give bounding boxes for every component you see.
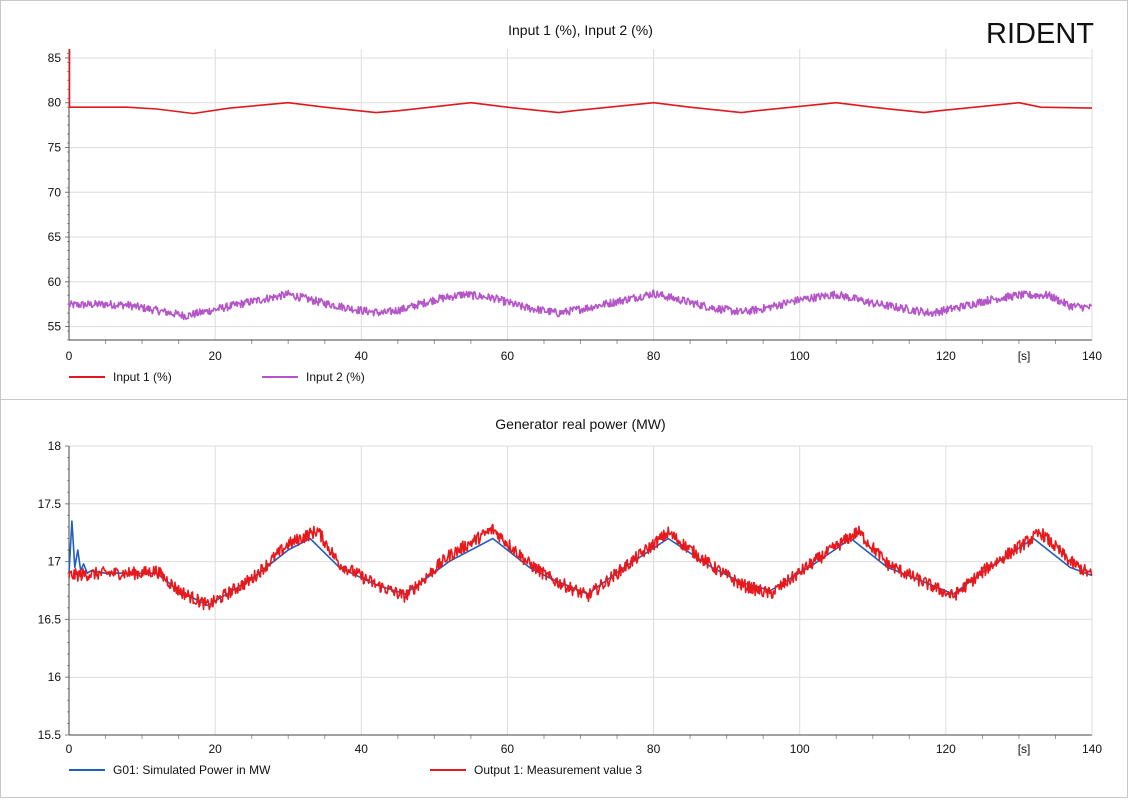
- y-tick-label: 16: [48, 670, 62, 684]
- y-tick-label: 65: [48, 230, 62, 244]
- x-tick-label: 140: [1082, 349, 1102, 363]
- y-tick-label: 75: [48, 140, 62, 154]
- x-tick-label: 60: [501, 742, 515, 756]
- x-tick-label: 40: [355, 349, 369, 363]
- series-line: [68, 523, 1093, 611]
- legend-label: G01: Simulated Power in MW: [113, 763, 271, 777]
- x-unit-label: [s]: [1018, 742, 1031, 756]
- y-tick-label: 17: [48, 555, 62, 569]
- series-line: [69, 101, 1093, 115]
- x-tick-label: 100: [790, 349, 810, 363]
- x-tick-label: 120: [936, 349, 956, 363]
- x-tick-label: 80: [647, 349, 661, 363]
- y-tick-label: 16.5: [38, 612, 62, 626]
- x-tick-label: 0: [66, 742, 73, 756]
- x-tick-label: 20: [208, 742, 222, 756]
- y-tick-label: 18: [48, 439, 62, 453]
- x-tick-label: 20: [208, 349, 222, 363]
- legend-label: Input 1 (%): [113, 370, 172, 384]
- chart-title: Generator real power (MW): [495, 416, 665, 432]
- y-tick-label: 85: [48, 51, 62, 65]
- x-tick-label: 120: [936, 742, 956, 756]
- x-tick-label: 60: [501, 349, 515, 363]
- y-tick-label: 55: [48, 320, 62, 334]
- chart-title: Input 1 (%), Input 2 (%): [508, 22, 653, 38]
- x-tick-label: 0: [66, 349, 73, 363]
- legend-label: Input 2 (%): [306, 370, 365, 384]
- legend-label: Output 1: Measurement value 3: [474, 763, 642, 777]
- y-tick-label: 70: [48, 185, 62, 199]
- x-tick-label: 100: [790, 742, 810, 756]
- y-tick-label: 17.5: [38, 497, 62, 511]
- x-tick-label: 140: [1082, 742, 1102, 756]
- series-line: [68, 289, 1093, 321]
- y-tick-label: 15.5: [38, 728, 62, 742]
- x-unit-label: [s]: [1018, 349, 1031, 363]
- x-tick-label: 40: [355, 742, 369, 756]
- y-tick-label: 60: [48, 275, 62, 289]
- series-line: [68, 520, 1093, 607]
- x-tick-label: 80: [647, 742, 661, 756]
- brand-logo-text: RIDENT: [986, 18, 1094, 50]
- y-tick-label: 80: [48, 96, 62, 110]
